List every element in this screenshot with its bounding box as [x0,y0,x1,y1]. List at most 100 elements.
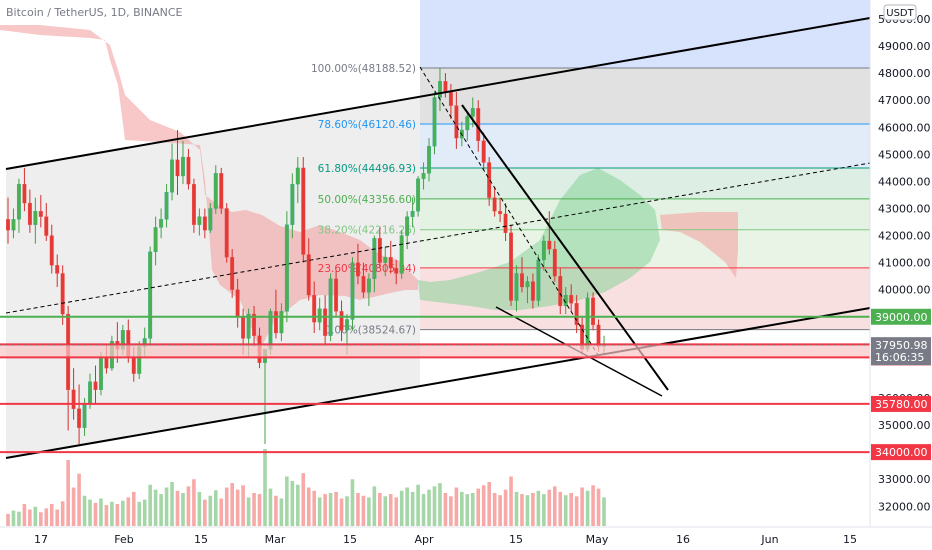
volume-bar [574,496,579,526]
level-badge-34000 [871,444,931,461]
volume-bar [197,491,202,526]
volume-bar [137,501,142,526]
candle-body [148,251,153,339]
volume-bar [591,485,595,526]
volume-bar [115,504,120,526]
candle-body [530,281,535,301]
volume-bar [405,487,409,526]
time-tick: 17 [34,533,48,546]
candle-body [6,219,10,231]
candle-body [339,311,344,331]
candle-body [202,216,207,231]
candle-body [252,313,257,336]
volume-bar [213,490,218,526]
fib-label-1: 78.60%(46120.46) [318,119,416,131]
candle-body [49,235,54,266]
volume-bar [192,479,196,526]
candle-body [328,278,333,336]
volume-bar [394,497,399,526]
volume-bar [383,496,388,526]
time-tick: 15 [343,533,357,546]
volume-bar [99,498,103,526]
volume-bar [476,488,481,526]
candle-body [448,91,453,106]
candle-body [432,97,437,147]
candle-body [536,259,541,301]
volume-bar [470,493,475,526]
volume-bar [306,487,311,526]
candle-body [208,208,213,231]
volume-bar [361,495,366,526]
volume-bar [514,491,519,526]
symbol-title: Bitcoin / TetherUS, 1D, BINANCE [6,6,183,19]
candle-body [366,278,371,293]
volume-bar [416,484,420,526]
fib-label-6: 0.00%(38524.67) [324,325,416,337]
candle-body [361,276,366,293]
volume-bar [410,491,415,526]
candle-body [498,211,503,215]
candle-body [492,197,497,212]
candle-body [585,297,590,350]
candle-body [487,162,492,198]
volume-bar [175,490,180,526]
candle-body [295,167,300,185]
level-badge-label-34000: 34000.00 [875,446,928,459]
volume-bar [552,486,557,526]
level-badge-label-35780: 35780.00 [875,398,928,411]
candle-body [345,319,349,331]
support-zone-band [0,344,870,358]
volume-bar [509,476,513,526]
candle-body [394,267,399,274]
candle-body [591,297,596,326]
last-price-badge [871,337,931,366]
volume-bar [104,505,109,526]
volume-bar [252,493,256,526]
candle-body [181,156,185,177]
volume-bar [399,490,404,526]
volume-bar [39,512,43,526]
candle-body [306,254,311,296]
candle-body [558,276,563,307]
volume-bar [569,493,573,526]
candle-body [82,403,87,428]
volume-bar [388,494,393,526]
candle-body [88,381,92,404]
candle-body [235,289,240,317]
volume-bar [44,508,49,526]
volume-bar [49,504,54,526]
price-tick: 33000.00 [878,473,931,486]
volume-bar [230,483,234,526]
volume-bar [525,495,530,526]
candle-body [219,173,224,209]
time-axis[interactable]: 17 Feb 15 Mar 15 Apr 15 May 16 Jun 15 [0,526,932,546]
volume-bar [339,498,344,526]
candle-body [284,224,289,312]
volume-bar [121,500,125,526]
candle-body [312,294,317,323]
volume-bar [82,495,87,526]
candle-body [153,227,158,252]
time-tick: May [586,533,609,546]
candle-body [27,202,32,225]
currency-selector-box[interactable] [883,4,917,21]
volume-bar [498,495,502,526]
currency-selector[interactable]: USDT [883,4,917,21]
volume-bar [142,499,147,526]
candle-body [55,265,60,274]
volume-bar [542,494,546,526]
time-tick: 15 [194,533,208,546]
candle-body [279,311,284,334]
volume-bar [285,476,289,526]
candle-body [377,238,382,263]
candle-body [525,281,530,288]
candle-body [175,159,180,177]
candle-body [164,192,169,220]
volume-bar [432,486,437,526]
volume-bars [6,449,606,526]
volume-bar [367,497,371,526]
volume-bar [492,493,497,526]
volume-bar [350,479,355,526]
price-tick: 40000.00 [878,284,931,297]
candle-body [416,178,421,212]
